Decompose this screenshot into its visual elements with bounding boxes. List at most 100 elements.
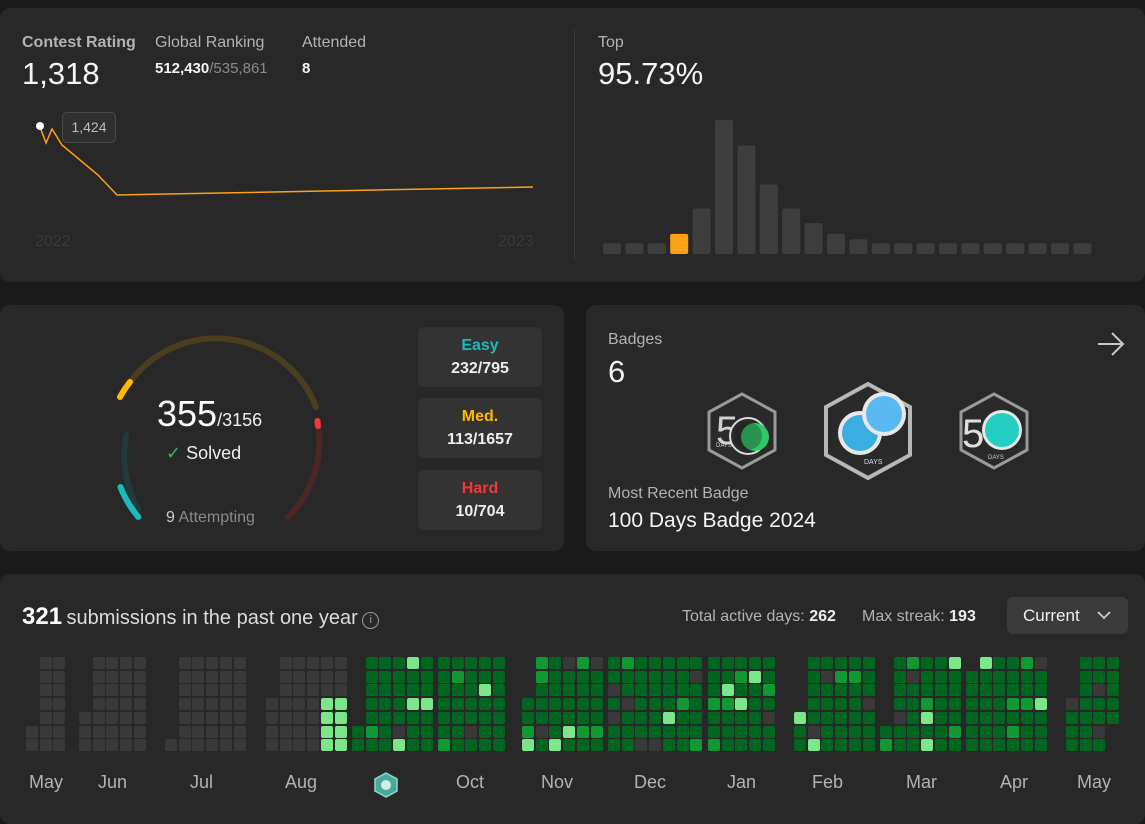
heatmap-cell[interactable]: [266, 725, 278, 738]
heatmap-cell[interactable]: [735, 657, 748, 669]
heatmap-cell[interactable]: [1079, 684, 1092, 697]
heatmap-cell[interactable]: [133, 698, 146, 711]
heatmap-cell[interactable]: [379, 684, 392, 697]
heatmap-cell[interactable]: [1093, 684, 1106, 697]
heatmap-cell[interactable]: [393, 739, 406, 752]
heatmap-cell[interactable]: [307, 739, 320, 752]
heatmap-cell[interactable]: [535, 698, 548, 711]
heatmap-cell[interactable]: [862, 698, 875, 711]
heatmap-cell[interactable]: [293, 684, 306, 697]
heatmap-cell[interactable]: [848, 684, 861, 697]
heatmap-cell[interactable]: [165, 739, 177, 752]
heatmap-cell[interactable]: [979, 698, 992, 711]
heatmap-cell[interactable]: [563, 698, 576, 711]
heatmap-cell[interactable]: [522, 739, 534, 752]
heatmap-cell[interactable]: [178, 725, 191, 738]
heatmap-cell[interactable]: [320, 670, 333, 683]
heatmap-cell[interactable]: [178, 698, 191, 711]
heatmap-cell[interactable]: [862, 725, 875, 738]
heatmap-cell[interactable]: [39, 670, 52, 683]
heatmap-cell[interactable]: [1079, 698, 1092, 711]
heatmap-cell[interactable]: [676, 670, 689, 683]
heatmap-cell[interactable]: [862, 739, 875, 752]
heatmap-cell[interactable]: [848, 711, 861, 724]
heatmap-cell[interactable]: [807, 725, 820, 738]
heatmap-cell[interactable]: [1034, 739, 1047, 752]
heatmap-cell[interactable]: [406, 684, 419, 697]
heatmap-cell[interactable]: [479, 657, 492, 669]
info-icon[interactable]: i: [362, 612, 380, 629]
heatmap-cell[interactable]: [676, 711, 689, 724]
heatmap-cell[interactable]: [479, 670, 492, 683]
heatmap-cell[interactable]: [690, 657, 703, 669]
heatmap-cell[interactable]: [233, 698, 246, 711]
heatmap-cell[interactable]: [365, 739, 378, 752]
heatmap-cell[interactable]: [1007, 670, 1020, 683]
heatmap-cell[interactable]: [92, 684, 105, 697]
heatmap-cell[interactable]: [479, 684, 492, 697]
heatmap-cell[interactable]: [479, 739, 492, 752]
heatmap-cell[interactable]: [1107, 670, 1120, 683]
heatmap-cell[interactable]: [749, 657, 762, 669]
heatmap-cell[interactable]: [219, 711, 232, 724]
heatmap-cell[interactable]: [807, 711, 820, 724]
heatmap-cell[interactable]: [307, 711, 320, 724]
heatmap-cell[interactable]: [279, 739, 292, 752]
heatmap-cell[interactable]: [563, 739, 576, 752]
heatmap-cell[interactable]: [676, 657, 689, 669]
heatmap-cell[interactable]: [133, 670, 146, 683]
heatmap-cell[interactable]: [1093, 711, 1106, 724]
heatmap-cell[interactable]: [293, 657, 306, 669]
heatmap-cell[interactable]: [721, 670, 734, 683]
heatmap-cell[interactable]: [549, 739, 562, 752]
heatmap-cell[interactable]: [749, 684, 762, 697]
heatmap-cell[interactable]: [762, 670, 775, 683]
heatmap-cell[interactable]: [721, 739, 734, 752]
heatmap-cell[interactable]: [821, 739, 834, 752]
heatmap-cell[interactable]: [821, 684, 834, 697]
badge-marker-icon[interactable]: [373, 772, 399, 798]
heatmap-cell[interactable]: [178, 711, 191, 724]
heatmap-cell[interactable]: [451, 739, 464, 752]
heatmap-cell[interactable]: [948, 739, 961, 752]
heatmap-cell[interactable]: [590, 657, 603, 669]
heatmap-cell[interactable]: [979, 725, 992, 738]
heatmap-cell[interactable]: [219, 698, 232, 711]
heatmap-cell[interactable]: [862, 657, 875, 669]
heatmap-cell[interactable]: [621, 725, 634, 738]
heatmap-cell[interactable]: [307, 698, 320, 711]
heatmap-cell[interactable]: [79, 725, 91, 738]
heatmap-cell[interactable]: [590, 670, 603, 683]
heatmap-cell[interactable]: [662, 698, 675, 711]
heatmap-cell[interactable]: [438, 725, 450, 738]
heatmap-cell[interactable]: [979, 657, 992, 669]
heatmap-cell[interactable]: [880, 725, 892, 738]
heatmap-cell[interactable]: [690, 711, 703, 724]
heatmap-cell[interactable]: [993, 725, 1006, 738]
heatmap-cell[interactable]: [835, 657, 848, 669]
heatmap-cell[interactable]: [233, 739, 246, 752]
heatmap-cell[interactable]: [762, 684, 775, 697]
heatmap-cell[interactable]: [1034, 657, 1047, 669]
heatmap-cell[interactable]: [807, 670, 820, 683]
heatmap-cell[interactable]: [563, 725, 576, 738]
heatmap-cell[interactable]: [721, 657, 734, 669]
heatmap-cell[interactable]: [120, 657, 133, 669]
heatmap-cell[interactable]: [662, 725, 675, 738]
heatmap-cell[interactable]: [206, 739, 219, 752]
heatmap-cell[interactable]: [53, 684, 66, 697]
heatmap-cell[interactable]: [334, 684, 347, 697]
heatmap-cell[interactable]: [621, 657, 634, 669]
heatmap-cell[interactable]: [307, 670, 320, 683]
heatmap-cell[interactable]: [320, 657, 333, 669]
heatmap-cell[interactable]: [219, 670, 232, 683]
heatmap-cell[interactable]: [1093, 739, 1106, 752]
heatmap-cell[interactable]: [893, 725, 906, 738]
heatmap-cell[interactable]: [821, 657, 834, 669]
heatmap-cell[interactable]: [233, 657, 246, 669]
badge-100-days-icon[interactable]: DAYS: [822, 382, 914, 480]
heatmap-cell[interactable]: [934, 684, 947, 697]
heatmap-cell[interactable]: [379, 657, 392, 669]
heatmap-cell[interactable]: [206, 725, 219, 738]
heatmap-cell[interactable]: [921, 684, 934, 697]
